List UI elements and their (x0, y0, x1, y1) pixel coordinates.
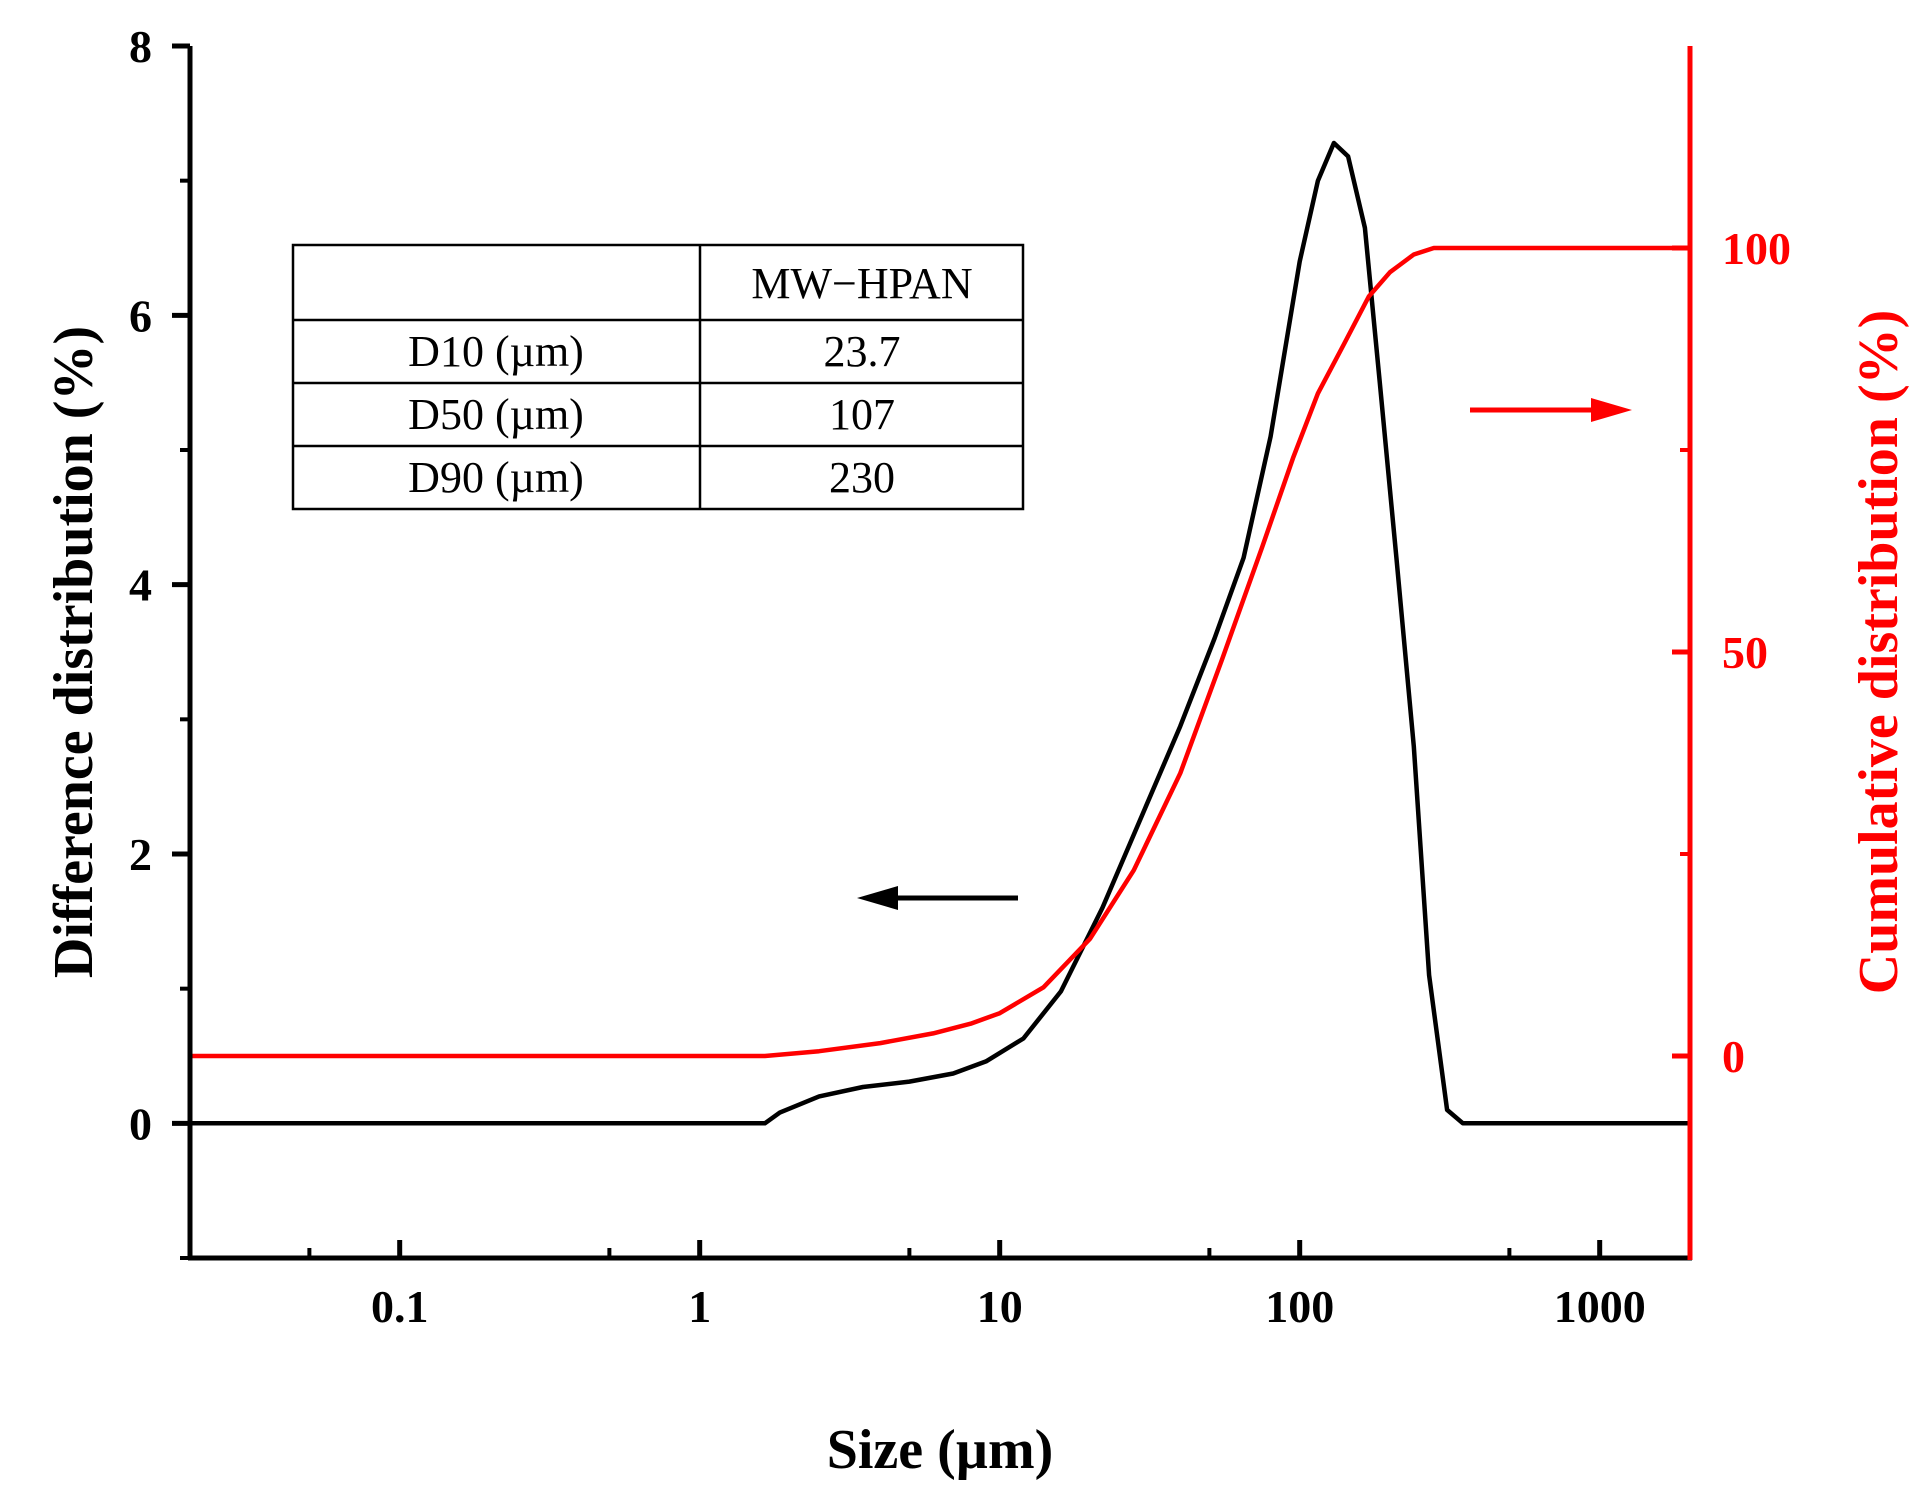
x-tick-label: 10 (977, 1281, 1023, 1332)
y-left-tick-label: 4 (129, 560, 152, 611)
left-arrow-annotation (857, 886, 1018, 910)
table-border (291, 243, 1025, 511)
y-right-axis-title: Cumulative distribution (%) (1848, 310, 1910, 995)
y-left-axis-title: Difference distribution (%) (43, 326, 105, 978)
x-tick-label: 0.1 (371, 1281, 429, 1332)
y-right-tick-label: 0 (1722, 1031, 1745, 1082)
cumulative-distribution-line (187, 245, 1693, 1059)
x-tick-label: 1000 (1554, 1281, 1646, 1332)
y-right-tick-label: 50 (1722, 627, 1768, 678)
y-left-tick-label: 8 (129, 21, 152, 72)
table-row-value: 107 (829, 390, 895, 439)
ticks-layer: 0.1 1 10 100 1000 0 2 4 6 8 0 50 100 (129, 21, 1791, 1332)
right-arrow-annotation (1470, 398, 1632, 422)
table-row-label: D90 (µm) (408, 453, 584, 502)
y-left-tick-label: 2 (129, 829, 152, 880)
table-row-value: 230 (829, 453, 895, 502)
table-row-label: D10 (µm) (408, 327, 584, 376)
y-right-tick-label: 100 (1722, 223, 1791, 274)
size-table: MW−HPAN D10 (µm) 23.7 D50 (µm) 107 D90 (… (291, 243, 1025, 511)
x-tick-label: 1 (688, 1281, 711, 1332)
y-left-tick-label: 6 (129, 290, 152, 341)
table-header-sample: MW−HPAN (751, 259, 972, 308)
x-tick-label: 100 (1265, 1281, 1334, 1332)
table-row-value: 23.7 (824, 327, 901, 376)
right-arrow-head (1591, 398, 1632, 422)
series-layer (187, 140, 1693, 1126)
table-row-label: D50 (µm) (408, 390, 584, 439)
difference-distribution-line (187, 140, 1693, 1126)
x-axis-title: Size (µm) (827, 1419, 1054, 1481)
left-arrow-head (857, 886, 898, 910)
y-left-tick-label: 0 (129, 1098, 152, 1149)
